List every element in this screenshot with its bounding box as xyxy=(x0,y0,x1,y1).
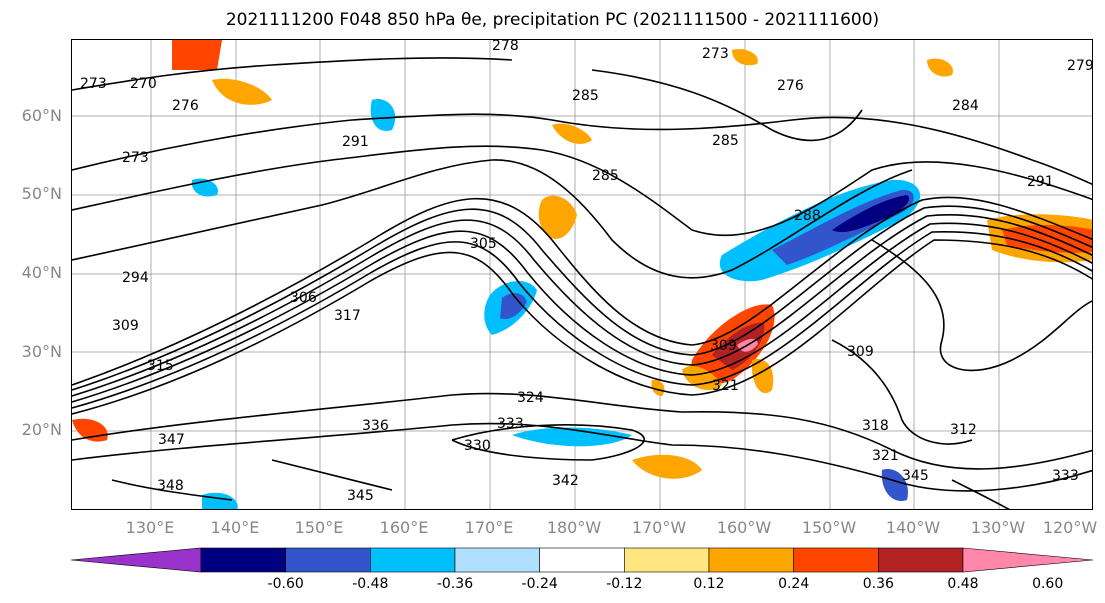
svg-text:309: 309 xyxy=(847,344,874,360)
svg-text:333: 333 xyxy=(497,416,524,432)
svg-text:321: 321 xyxy=(872,448,899,464)
svg-text:285: 285 xyxy=(592,168,619,184)
lon-label: 130°W xyxy=(970,518,1026,537)
lon-label: 140°W xyxy=(885,518,941,537)
colorbar-segment xyxy=(878,547,964,573)
lon-label: 180°W xyxy=(546,518,602,537)
svg-text:273: 273 xyxy=(80,76,107,92)
svg-text:279: 279 xyxy=(1067,58,1093,74)
lon-label: 120°W xyxy=(1042,518,1098,537)
lon-label: 170°E xyxy=(464,518,514,537)
colorbar-segment xyxy=(539,547,625,573)
svg-text:312: 312 xyxy=(950,422,977,438)
colorbar-segment xyxy=(793,547,879,573)
svg-text:321: 321 xyxy=(712,378,739,394)
map-panel: 270 273 276 273 278 291 285 276 273 285 … xyxy=(71,39,1093,510)
lat-label: 50°N xyxy=(21,184,62,203)
map-title: 2021111200 F048 850 hPa θe, precipitatio… xyxy=(225,10,880,30)
lon-label: 150°E xyxy=(294,518,344,537)
lon-label: 160°W xyxy=(716,518,772,537)
contour-labels: 270 273 276 273 278 291 285 276 273 285 … xyxy=(80,40,1093,504)
svg-text:317: 317 xyxy=(334,308,361,324)
lat-label: 60°N xyxy=(21,106,62,125)
svg-text:324: 324 xyxy=(517,390,544,406)
lon-label: 150°W xyxy=(801,518,857,537)
svg-text:273: 273 xyxy=(122,150,149,166)
colorbar-tick-label: -0.36 xyxy=(436,576,474,592)
svg-text:318: 318 xyxy=(862,418,889,434)
colorbar-segment xyxy=(708,547,794,573)
colorbar-tick-label: 0.48 xyxy=(947,576,979,592)
svg-text:291: 291 xyxy=(1027,174,1054,190)
svg-text:333: 333 xyxy=(1052,468,1079,484)
lon-label: 170°W xyxy=(631,518,687,537)
svg-text:291: 291 xyxy=(342,134,369,150)
colorbar-segment xyxy=(70,547,202,573)
precip-shading xyxy=(72,40,1092,509)
colorbar-tick-label: -0.48 xyxy=(352,576,389,592)
svg-text:306: 306 xyxy=(290,290,317,306)
colorbar-tick-label: 0.60 xyxy=(1032,576,1064,592)
svg-text:309: 309 xyxy=(710,338,737,354)
colorbar-segment xyxy=(370,547,456,573)
svg-text:285: 285 xyxy=(712,133,739,149)
svg-text:284: 284 xyxy=(952,98,979,114)
lon-label: 140°E xyxy=(210,518,260,537)
lat-label: 40°N xyxy=(21,263,62,282)
colorbar-tick-label: -0.60 xyxy=(267,576,304,592)
svg-text:315: 315 xyxy=(147,358,174,374)
colorbar-tick-label: 0.24 xyxy=(778,576,810,592)
colorbar-segment xyxy=(624,547,710,573)
colorbar-tick-label: -0.12 xyxy=(606,576,643,592)
colorbar-tick-label: -0.24 xyxy=(521,576,558,592)
lon-label: 130°E xyxy=(125,518,175,537)
svg-text:345: 345 xyxy=(902,468,929,484)
colorbar-tick-label: 0.36 xyxy=(862,576,894,592)
colorbar-segment xyxy=(200,547,286,573)
svg-text:273: 273 xyxy=(702,46,729,62)
lat-label: 20°N xyxy=(21,420,62,439)
svg-text:270: 270 xyxy=(130,76,157,92)
colorbar-segment xyxy=(454,547,540,573)
svg-text:345: 345 xyxy=(347,488,374,504)
colorbar-segment xyxy=(285,547,371,573)
svg-text:348: 348 xyxy=(157,478,184,494)
svg-text:347: 347 xyxy=(158,432,185,448)
lon-label: 160°E xyxy=(379,518,429,537)
colorbar-segment xyxy=(962,547,1094,573)
svg-text:294: 294 xyxy=(122,270,149,286)
colorbar-tick-label: 0.12 xyxy=(693,576,725,592)
lat-label: 30°N xyxy=(21,342,62,361)
svg-text:330: 330 xyxy=(464,438,491,454)
svg-text:276: 276 xyxy=(777,78,804,94)
svg-text:288: 288 xyxy=(794,208,821,224)
svg-text:305: 305 xyxy=(470,236,497,252)
svg-text:342: 342 xyxy=(552,473,579,489)
svg-text:276: 276 xyxy=(172,98,199,114)
theta-e-contours xyxy=(72,57,1092,509)
svg-text:278: 278 xyxy=(492,40,519,54)
svg-text:336: 336 xyxy=(362,418,389,434)
svg-text:309: 309 xyxy=(112,318,139,334)
map-canvas: 270 273 276 273 278 291 285 276 273 285 … xyxy=(72,40,1093,509)
svg-text:285: 285 xyxy=(572,88,599,104)
colorbar xyxy=(70,547,1094,573)
